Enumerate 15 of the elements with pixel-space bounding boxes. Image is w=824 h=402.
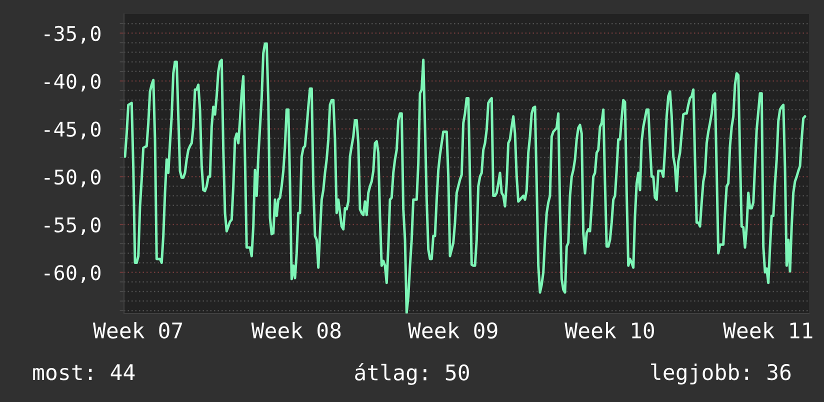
y-tick-label: -40,0 (44, 74, 100, 92)
y-tick-label: -45,0 (44, 122, 100, 140)
text: most: 44 (33, 364, 135, 380)
x-tick-label: Week 11 (722, 322, 812, 339)
text: legjobb: 36 (651, 363, 791, 385)
y-tick-label: -50,0 (44, 169, 100, 188)
y-tick-label: -60,0 (44, 265, 100, 283)
x-tick-label: Week 08 (251, 322, 341, 339)
y-tick-label: -35,0 (44, 26, 100, 44)
x-tick-label: Week 09 (408, 322, 498, 339)
y-tick-label: -55,0 (44, 217, 100, 236)
x-tick-label: Week 10 (564, 322, 654, 339)
text: átlag: 50 (355, 363, 469, 385)
line-series (124, 42, 806, 314)
x-tick-label: Week 07 (92, 322, 182, 339)
